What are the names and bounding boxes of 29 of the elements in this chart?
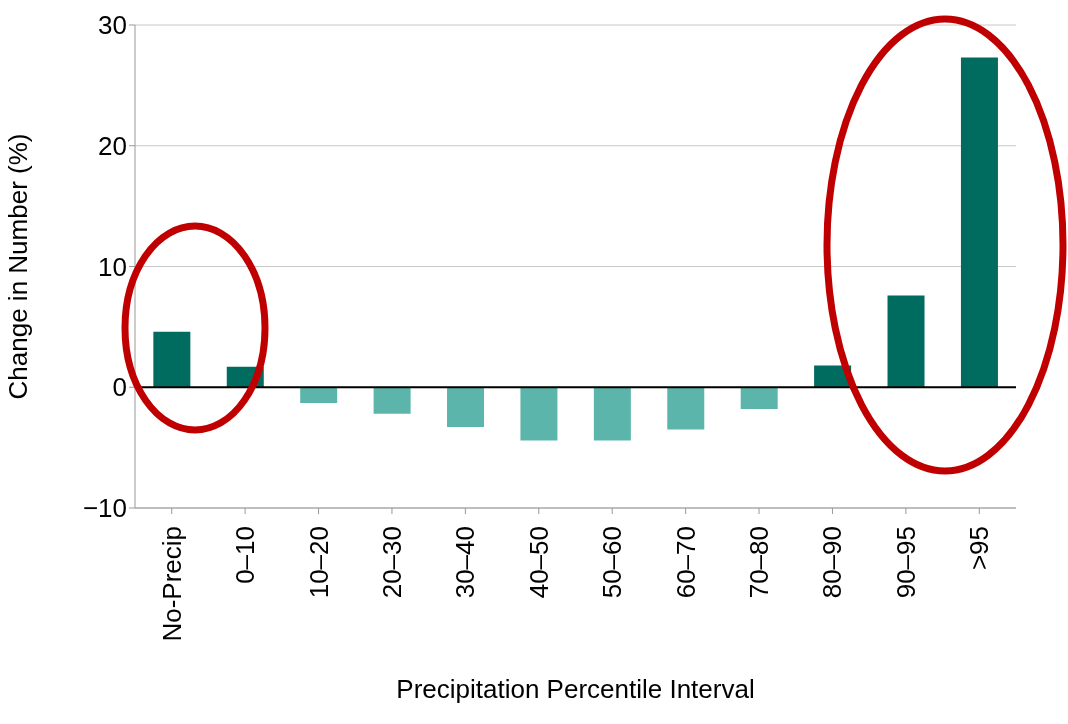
bar	[300, 387, 338, 403]
bar	[447, 387, 485, 428]
bar	[153, 331, 191, 388]
bar	[960, 57, 998, 388]
x-tick-label: 70–80	[744, 526, 775, 599]
x-tick-label: 10–20	[303, 526, 334, 599]
y-tick-label: 10	[98, 251, 127, 282]
bar	[667, 387, 705, 430]
y-axis-title: Change in Number (%)	[3, 133, 34, 400]
y-tick-label: −10	[82, 493, 127, 524]
y-tick-label: 0	[112, 372, 127, 403]
x-tick-label: No-Precip	[156, 526, 187, 642]
x-tick-label: 80–90	[817, 526, 848, 599]
bar	[593, 387, 631, 441]
x-tick-label: 30–40	[450, 526, 481, 599]
x-tick-label: 0–10	[230, 526, 261, 584]
y-tick-label: 20	[98, 130, 127, 161]
x-tick-label: 40–50	[523, 526, 554, 599]
bar	[373, 387, 411, 414]
x-tick-label: 60–70	[670, 526, 701, 599]
bar	[520, 387, 558, 441]
bar	[740, 387, 778, 409]
x-tick-label: 90–95	[890, 526, 921, 599]
x-tick-label: 20–30	[376, 526, 407, 599]
x-tick-label: 50–60	[597, 526, 628, 599]
y-tick-label: 30	[98, 10, 127, 41]
x-axis-title: Precipitation Percentile Interval	[396, 674, 755, 704]
x-tick-label: >95	[964, 526, 995, 571]
bar	[887, 295, 925, 388]
